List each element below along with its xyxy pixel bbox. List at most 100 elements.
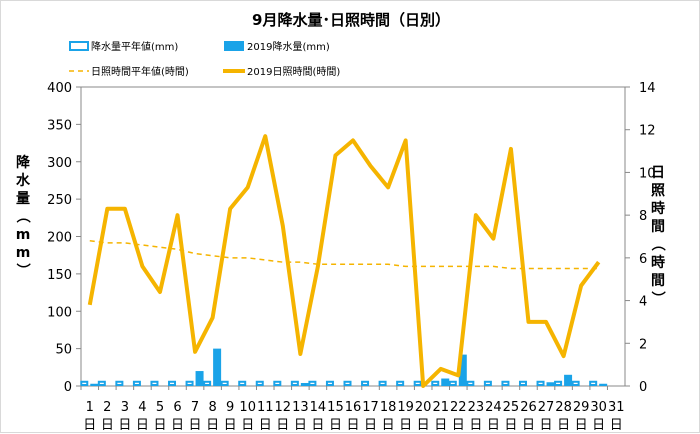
x-tick-label: 15 (327, 400, 344, 415)
bar-rain-normal (589, 380, 598, 386)
axis-title-char: （ (649, 237, 665, 251)
axis-title-char: 照 (651, 183, 665, 199)
x-tick-label: 12 (275, 400, 292, 415)
bar-rain-normal (290, 380, 299, 386)
axis-title-char: 量 (16, 191, 30, 207)
line-sunshine-2019 (87, 134, 601, 388)
x-day-label: 日 (469, 418, 482, 433)
y-left-tick-label: 350 (47, 118, 72, 133)
bar-rain-normal (361, 380, 370, 386)
x-day-label: 日 (224, 418, 237, 433)
x-tick-label: 8 (208, 400, 216, 415)
plot-area (80, 86, 626, 387)
x-tick-label: 6 (173, 400, 181, 415)
axis-title-char: 時 (651, 254, 665, 271)
y-right-tick-label: 12 (639, 124, 656, 139)
x-day-label: 日 (575, 418, 588, 433)
x-day-label: 日 (592, 418, 605, 433)
x-day-label: 日 (171, 418, 184, 433)
legend-label-rain-2019: 2019降水量(mm) (247, 40, 330, 53)
x-day-label: 日 (417, 418, 430, 433)
y-right-title: 日照時間（時間） (649, 165, 665, 305)
bar-rain-normal (501, 380, 510, 386)
x-day-label: 日 (434, 418, 447, 433)
plot-frame (80, 86, 626, 387)
x-day-label: 日 (382, 418, 395, 433)
y-left-tick-label: 50 (55, 343, 72, 358)
bar-rain-normal (466, 380, 475, 386)
x-day-label: 日 (153, 418, 166, 433)
y-right-tick-label: 0 (639, 380, 647, 395)
bar-rain-2019 (213, 348, 222, 386)
lines (87, 134, 601, 388)
bar-rain-normal (150, 380, 159, 386)
x-day-label: 日 (557, 418, 570, 433)
axis-title-char: 間 (651, 219, 665, 235)
x-tick-label: 2 (103, 400, 111, 415)
y-left-tick-label: 0 (64, 380, 72, 395)
y-left-tick-label: 400 (47, 81, 72, 96)
bar-rain-normal (396, 380, 405, 386)
x-tick-label: 10 (239, 400, 256, 415)
x-day-label: 日 (241, 418, 254, 433)
x-day-label: 日 (276, 418, 289, 433)
x-tick-label: 23 (468, 400, 485, 415)
bar-rain-normal (132, 380, 141, 386)
x-tick-label: 1 (86, 400, 94, 415)
legend-label-rain-normal: 降水量平年値(mm) (91, 40, 178, 53)
x-tick-label: 3 (121, 400, 129, 415)
chart-title: 9月降水量･日照時間（日別） (252, 11, 450, 29)
x-tick-label: 5 (156, 400, 164, 415)
bar-rain-normal (343, 380, 352, 386)
x-tick-label: 26 (520, 400, 537, 415)
x-day-label: 日 (329, 418, 342, 433)
bar-rain-normal (431, 380, 440, 386)
bar-rain-normal (571, 380, 580, 386)
bar-rain-normal (168, 380, 177, 386)
y-right-tick-label: 4 (639, 295, 647, 310)
bar-rain-normal (518, 380, 527, 386)
y-right-tick-label: 8 (639, 209, 647, 224)
bars (80, 348, 608, 386)
y-right-tick-label: 2 (639, 337, 647, 352)
bar-rain-normal (536, 380, 545, 386)
axes: 050100150200250300350400024681012141日2日3… (14, 81, 665, 433)
bar-rain-normal (308, 380, 317, 386)
legend-label-sun-2019: 2019日照時間(時間) (247, 66, 340, 78)
x-day-label: 日 (311, 418, 324, 433)
y-left-tick-label: 100 (47, 305, 72, 320)
bar-rain-normal (97, 380, 106, 386)
x-tick-label: 24 (485, 400, 502, 415)
bar-rain-2019 (300, 383, 309, 386)
line-sunshine-normal (89, 240, 599, 270)
x-tick-label: 13 (292, 400, 309, 415)
x-tick-label: 16 (345, 400, 362, 415)
axis-title-char: （ (14, 209, 30, 223)
x-day-label: 日 (118, 418, 131, 433)
x-tick-label: 25 (503, 400, 520, 415)
x-tick-label: 29 (573, 400, 590, 415)
bar-rain-normal (378, 380, 387, 386)
y-right-tick-label: 6 (639, 252, 647, 267)
x-day-label: 日 (540, 418, 553, 433)
x-tick-label: 17 (362, 400, 379, 415)
bar-rain-2019 (195, 371, 204, 386)
bar-rain-normal (185, 380, 194, 386)
x-day-label: 日 (101, 418, 114, 433)
axis-title-char: 降 (16, 154, 31, 171)
y-left-tick-label: 300 (47, 156, 72, 171)
x-day-label: 日 (189, 418, 202, 433)
x-day-label: 日 (399, 418, 412, 433)
x-day-label: 日 (487, 418, 500, 433)
x-day-label: 日 (610, 418, 623, 433)
x-tick-label: 30 (590, 400, 607, 415)
bar-rain-normal (448, 380, 457, 386)
bar-rain-2019 (90, 383, 99, 386)
axis-title-char: 時 (651, 200, 665, 217)
y-left-title: 降水量 （ mm ） (14, 154, 31, 277)
y-right-tick-label: 14 (639, 81, 656, 96)
axis-title-char: m (16, 227, 31, 243)
bar-rain-normal (203, 380, 212, 386)
bar-rain-2019 (599, 383, 608, 386)
x-tick-label: 31 (608, 400, 625, 415)
